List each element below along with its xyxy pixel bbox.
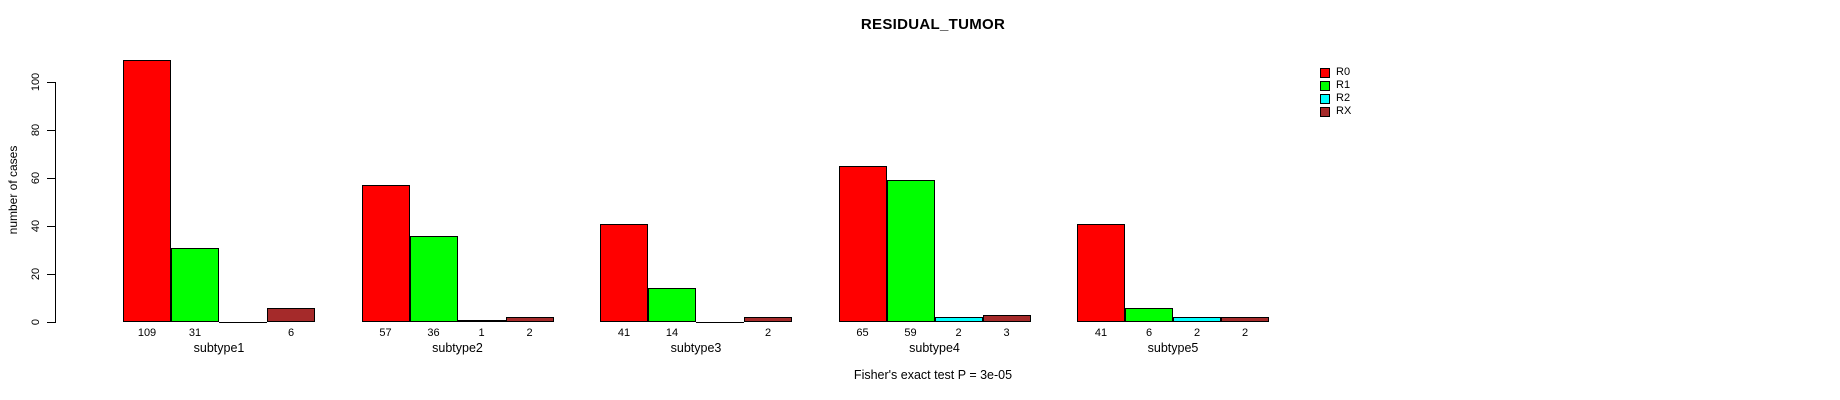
y-axis-tick-label: 20 — [30, 267, 42, 281]
legend-label-R2: R2 — [1336, 92, 1351, 104]
y-axis-tick-label: 100 — [30, 72, 42, 92]
bar-value-RX-subtype2: 2 — [526, 327, 533, 339]
bar-value-R1-subtype1: 31 — [188, 327, 202, 339]
category-label-subtype4: subtype4 — [909, 341, 960, 355]
legend-label-RX: RX — [1336, 105, 1352, 117]
bar-R0-subtype4 — [838, 166, 887, 322]
legend-swatch-R1 — [1320, 80, 1330, 91]
bar-value-R0-subtype3: 41 — [617, 327, 631, 339]
bar-value-RX-subtype3: 2 — [764, 327, 772, 339]
chart-title: RESIDUAL_TUMOR — [860, 16, 1006, 33]
y-axis-tick — [47, 274, 55, 275]
legend-label-R0: R0 — [1336, 66, 1351, 78]
bar-R1-subtype2 — [409, 236, 458, 322]
bar-value-R1-subtype2: 36 — [427, 327, 440, 339]
category-label-subtype1: subtype1 — [193, 341, 245, 355]
legend-label-R1: R1 — [1336, 79, 1351, 91]
bar-value-R0-subtype1: 109 — [137, 327, 157, 339]
bar-R1-subtype4 — [886, 180, 935, 322]
legend: R0 R1 R2 RX — [1320, 66, 1351, 118]
legend-swatch-R2 — [1320, 93, 1330, 104]
legend-swatch-RX — [1320, 106, 1330, 117]
bar-R1-subtype1 — [171, 248, 219, 322]
bar-RX-subtype1 — [267, 308, 315, 322]
bar-RX-subtype2 — [505, 317, 554, 322]
y-axis-line — [55, 82, 56, 323]
bar-R2-subtype2 — [457, 320, 506, 322]
bar-R0-subtype1 — [123, 60, 171, 322]
y-axis-tick — [47, 178, 55, 179]
y-axis-tick — [47, 82, 55, 83]
bar-value-R0-subtype4: 65 — [856, 327, 869, 339]
bar-value-R1-subtype5: 6 — [1145, 327, 1153, 339]
bar-value-RX-subtype5: 2 — [1241, 327, 1249, 339]
bar-RX-subtype5 — [1221, 317, 1269, 322]
bar-RX-subtype4 — [982, 315, 1031, 322]
legend-item-RX: RX — [1320, 105, 1351, 118]
y-axis-tick — [47, 130, 55, 131]
category-label-subtype2: subtype2 — [432, 341, 483, 355]
y-axis-tick-label: 0 — [30, 318, 42, 326]
bar-zero-R2-subtype3 — [696, 322, 744, 323]
y-axis-tick-label: 60 — [30, 171, 42, 185]
legend-item-R0: R0 — [1320, 66, 1351, 79]
y-axis-tick-label: 80 — [30, 123, 42, 137]
bar-value-R1-subtype4: 59 — [904, 327, 917, 339]
bar-value-R0-subtype2: 57 — [379, 327, 392, 339]
bar-R0-subtype5 — [1077, 224, 1125, 322]
bar-value-RX-subtype1: 6 — [287, 327, 295, 339]
bar-value-RX-subtype4: 3 — [1003, 327, 1010, 339]
category-label-subtype3: subtype3 — [670, 341, 722, 355]
bar-value-R2-subtype5: 2 — [1193, 327, 1201, 339]
y-axis-label: number of cases — [6, 145, 20, 235]
fisher-test-annotation: Fisher's exact test P = 3e-05 — [853, 368, 1013, 382]
bar-R1-subtype3 — [648, 288, 696, 322]
bar-value-R2-subtype2: 1 — [478, 327, 485, 339]
bar-zero-R2-subtype1 — [219, 322, 267, 323]
y-axis-tick — [47, 322, 55, 323]
y-axis-tick-label: 40 — [30, 219, 42, 233]
bar-value-R1-subtype3: 14 — [665, 327, 679, 339]
bar-value-R0-subtype5: 41 — [1094, 327, 1108, 339]
y-axis-tick — [47, 226, 55, 227]
bar-R0-subtype2 — [361, 185, 410, 322]
bar-R2-subtype5 — [1173, 317, 1221, 322]
legend-swatch-R0 — [1320, 67, 1330, 78]
legend-item-R1: R1 — [1320, 79, 1351, 92]
category-label-subtype5: subtype5 — [1147, 341, 1199, 355]
bar-R1-subtype5 — [1125, 308, 1173, 322]
bar-RX-subtype3 — [744, 317, 792, 322]
bar-R2-subtype4 — [934, 317, 983, 322]
legend-item-R2: R2 — [1320, 92, 1351, 105]
bar-R0-subtype3 — [600, 224, 648, 322]
bar-value-R2-subtype4: 2 — [955, 327, 962, 339]
